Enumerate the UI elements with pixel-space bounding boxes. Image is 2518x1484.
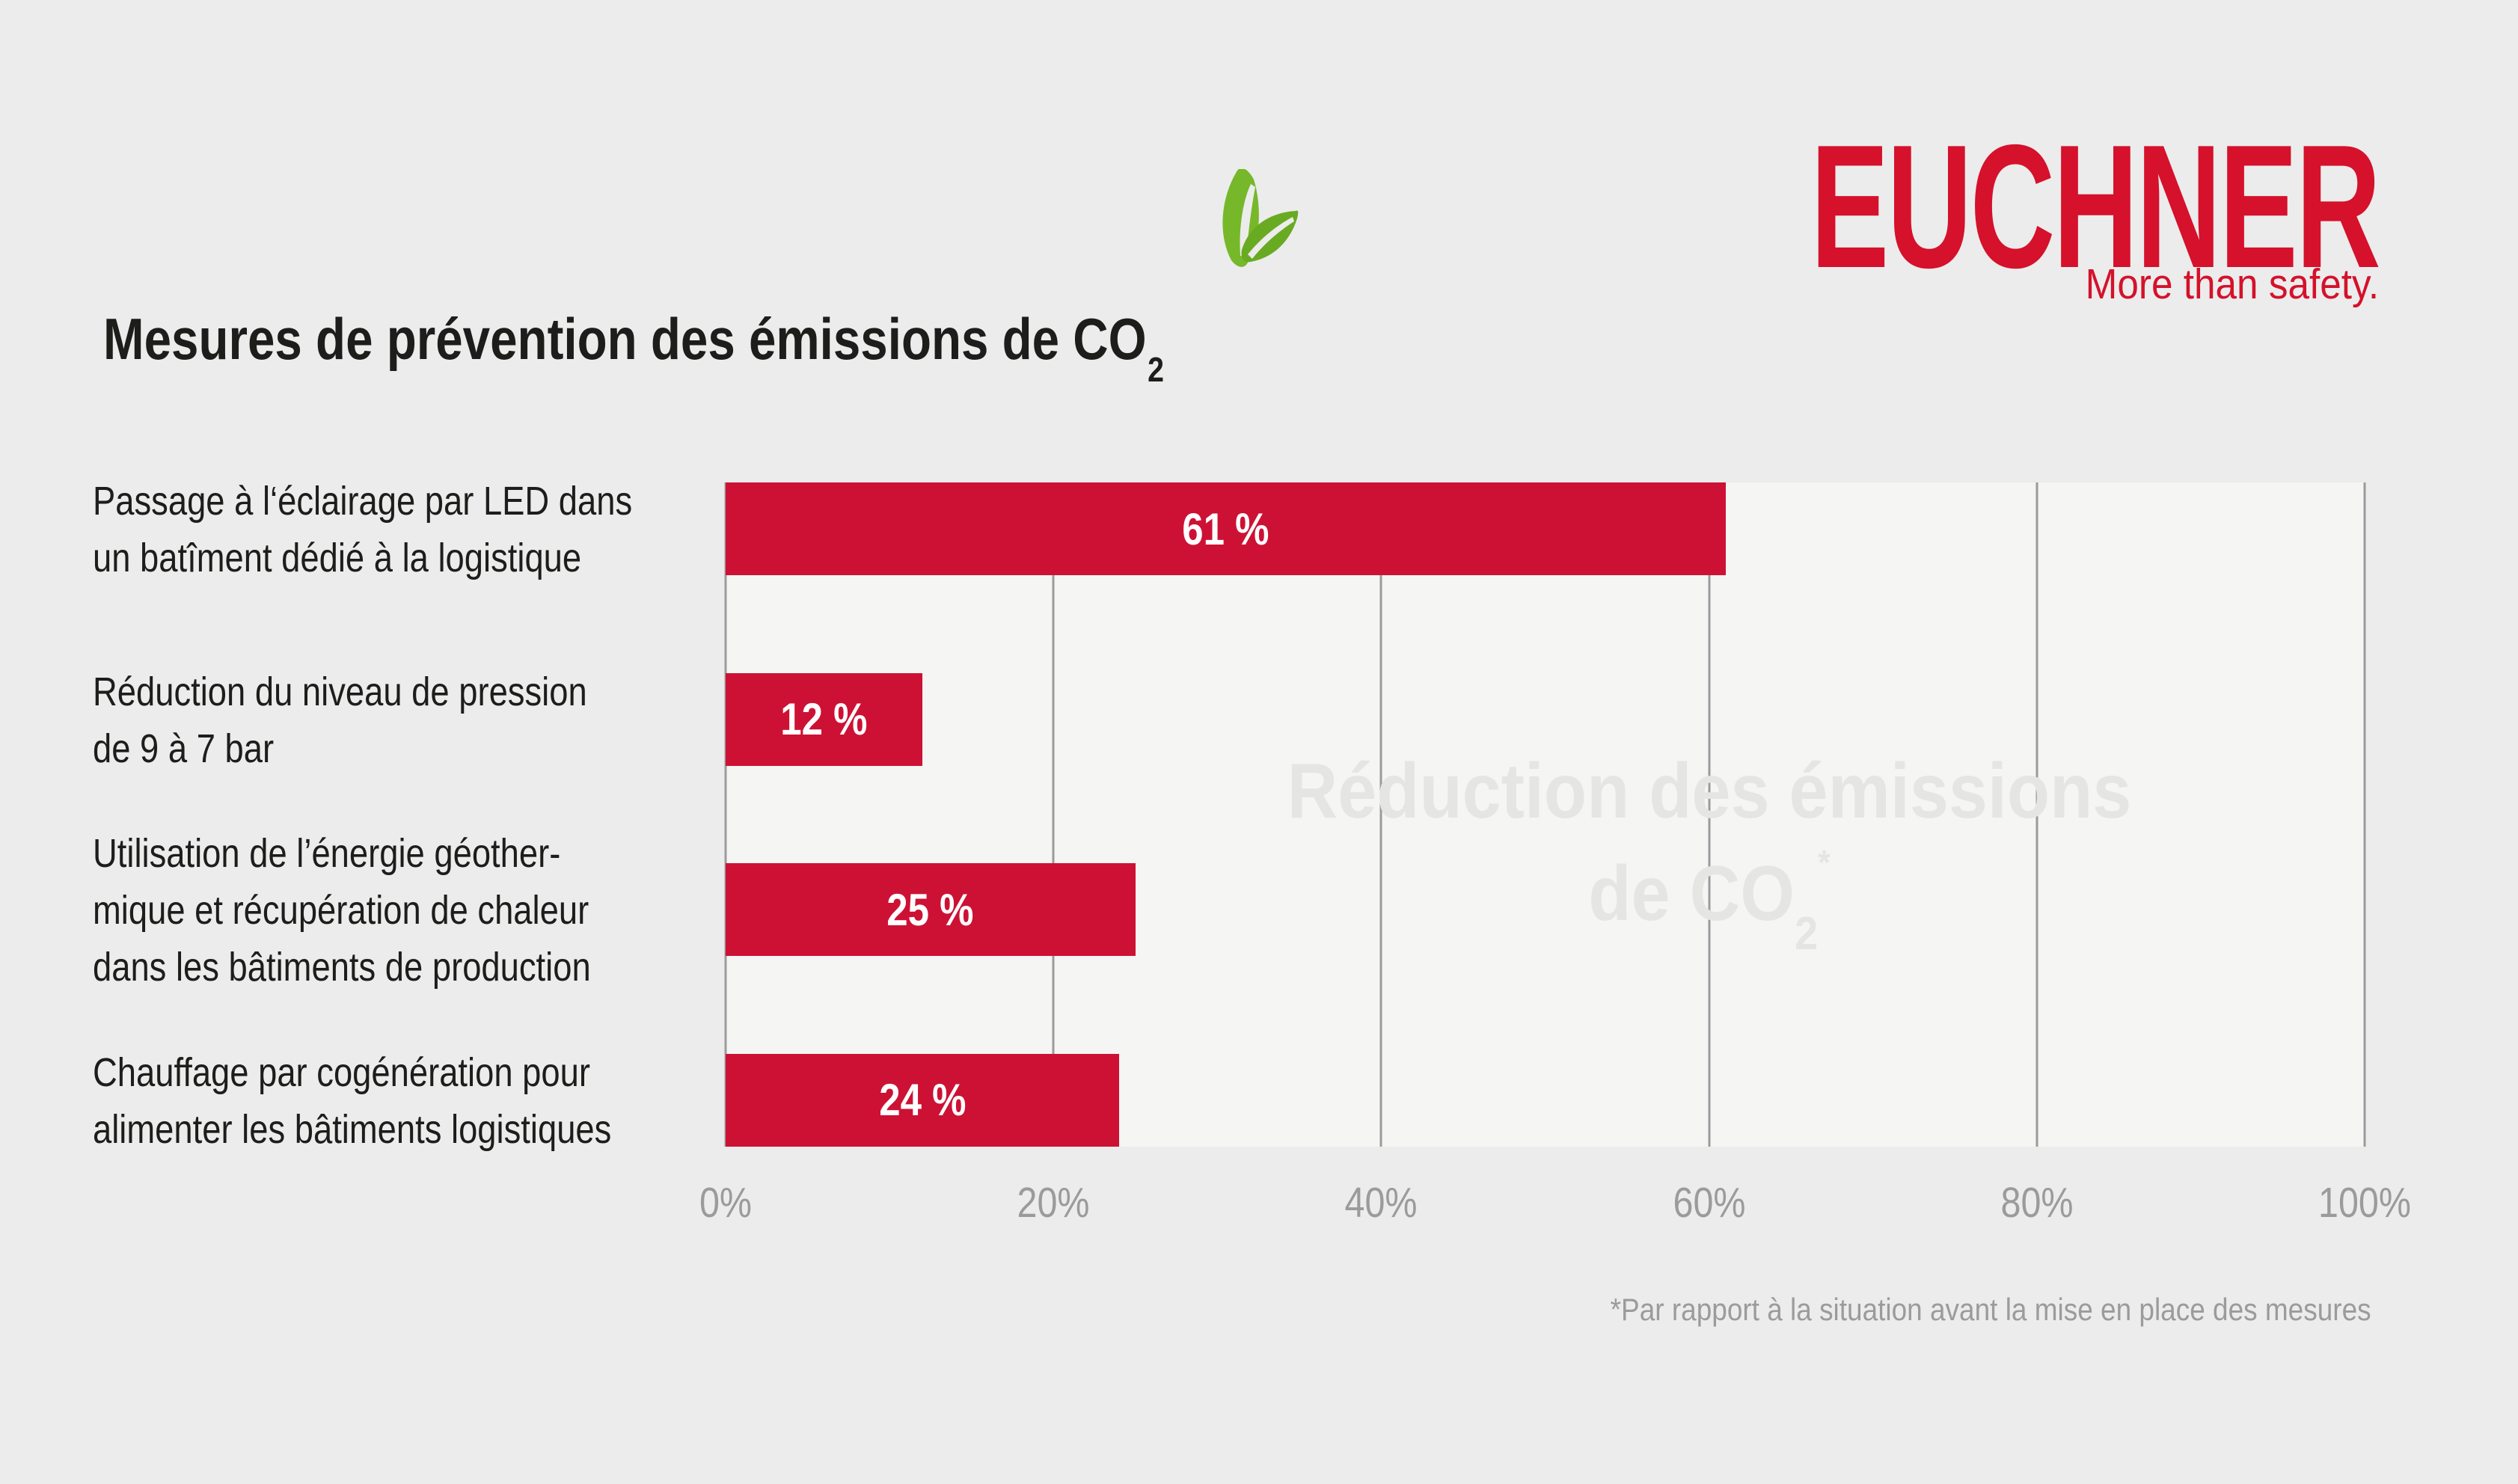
gridline-80pct <box>2035 482 2038 1147</box>
bar-group: 61 % 12 % 25 % 24 % <box>726 482 2365 1147</box>
bar-chart-plot: Réduction des émissions de CO2* 61 % 12 … <box>724 482 2366 1147</box>
gridline-20pct <box>1052 482 1055 1147</box>
category-label: Chauffage par cogénération pour alimente… <box>93 1044 721 1158</box>
bar-value-label: 61 % <box>1182 503 1269 554</box>
bar-value-label: 12 % <box>780 694 868 745</box>
bar-pressure-reduction: 12 % <box>726 672 922 766</box>
chart-watermark: Réduction des émissions de CO2* <box>1287 741 2131 960</box>
gridline-60pct <box>1708 482 1711 1147</box>
bar-geothermal-heat-recovery: 25 % <box>726 863 1136 957</box>
footnote: *Par rapport à la situation avant la mis… <box>1611 1292 2371 1327</box>
page-title-text: Mesures de prévention des émissions de C… <box>103 306 1147 372</box>
page-title-subscript: 2 <box>1148 349 1165 389</box>
watermark-line1: Réduction des émissions <box>1287 748 2131 835</box>
bar-value-label: 25 % <box>886 884 974 935</box>
bar-value-label: 24 % <box>878 1075 967 1126</box>
category-label-line: alimenter les bâtiments logistiques <box>93 1107 612 1152</box>
bar-cogeneration-heating: 24 % <box>726 1053 1119 1147</box>
gridline-0pct <box>724 482 727 1147</box>
category-label: Utilisation de l’énergie géother- mique … <box>93 825 721 996</box>
gridline-100pct <box>2363 482 2366 1147</box>
category-label: Passage à l‘éclairage par LED dans un ba… <box>93 473 721 586</box>
x-tick: 60% <box>1673 1179 1746 1227</box>
category-label-line: Passage à l‘éclairage par LED dans <box>93 479 633 524</box>
category-label-line: Utilisation de l’énergie géother- <box>93 831 561 876</box>
watermark-line2: de CO2* <box>1587 842 1831 960</box>
x-tick: 100% <box>2318 1179 2411 1227</box>
category-label-line: de 9 à 7 bar <box>93 726 275 771</box>
gridline-40pct <box>1379 482 1382 1147</box>
x-tick: 20% <box>1017 1179 1090 1227</box>
category-label-line: dans les bâtiments de production <box>93 945 591 990</box>
category-label-line: mique et récupération de chaleur <box>93 888 589 933</box>
watermark-asterisk: * <box>1817 842 1831 882</box>
category-label-line: Réduction du niveau de pression <box>93 669 587 714</box>
x-tick: 0% <box>699 1179 753 1227</box>
euchner-logo: EUCHNER <box>1810 108 2380 304</box>
page-title: Mesures de prévention des émissions de C… <box>103 310 1164 387</box>
category-label-line: un batîment dédié à la logistique <box>93 536 582 580</box>
x-tick: 40% <box>1344 1179 1418 1227</box>
leaf-icon <box>1222 169 1299 267</box>
brand-tagline: More than safety. <box>2085 260 2379 308</box>
category-label: Réduction du niveau de pression de 9 à 7… <box>93 663 721 777</box>
bar-led-lighting: 61 % <box>726 482 1726 575</box>
watermark-subscript: 2 <box>1794 908 1818 960</box>
x-axis: 0% 20% 40% 60% 80% 100% <box>699 1179 2411 1234</box>
category-label-line: Chauffage par cogénération pour <box>93 1050 590 1095</box>
x-tick: 80% <box>2000 1179 2074 1227</box>
